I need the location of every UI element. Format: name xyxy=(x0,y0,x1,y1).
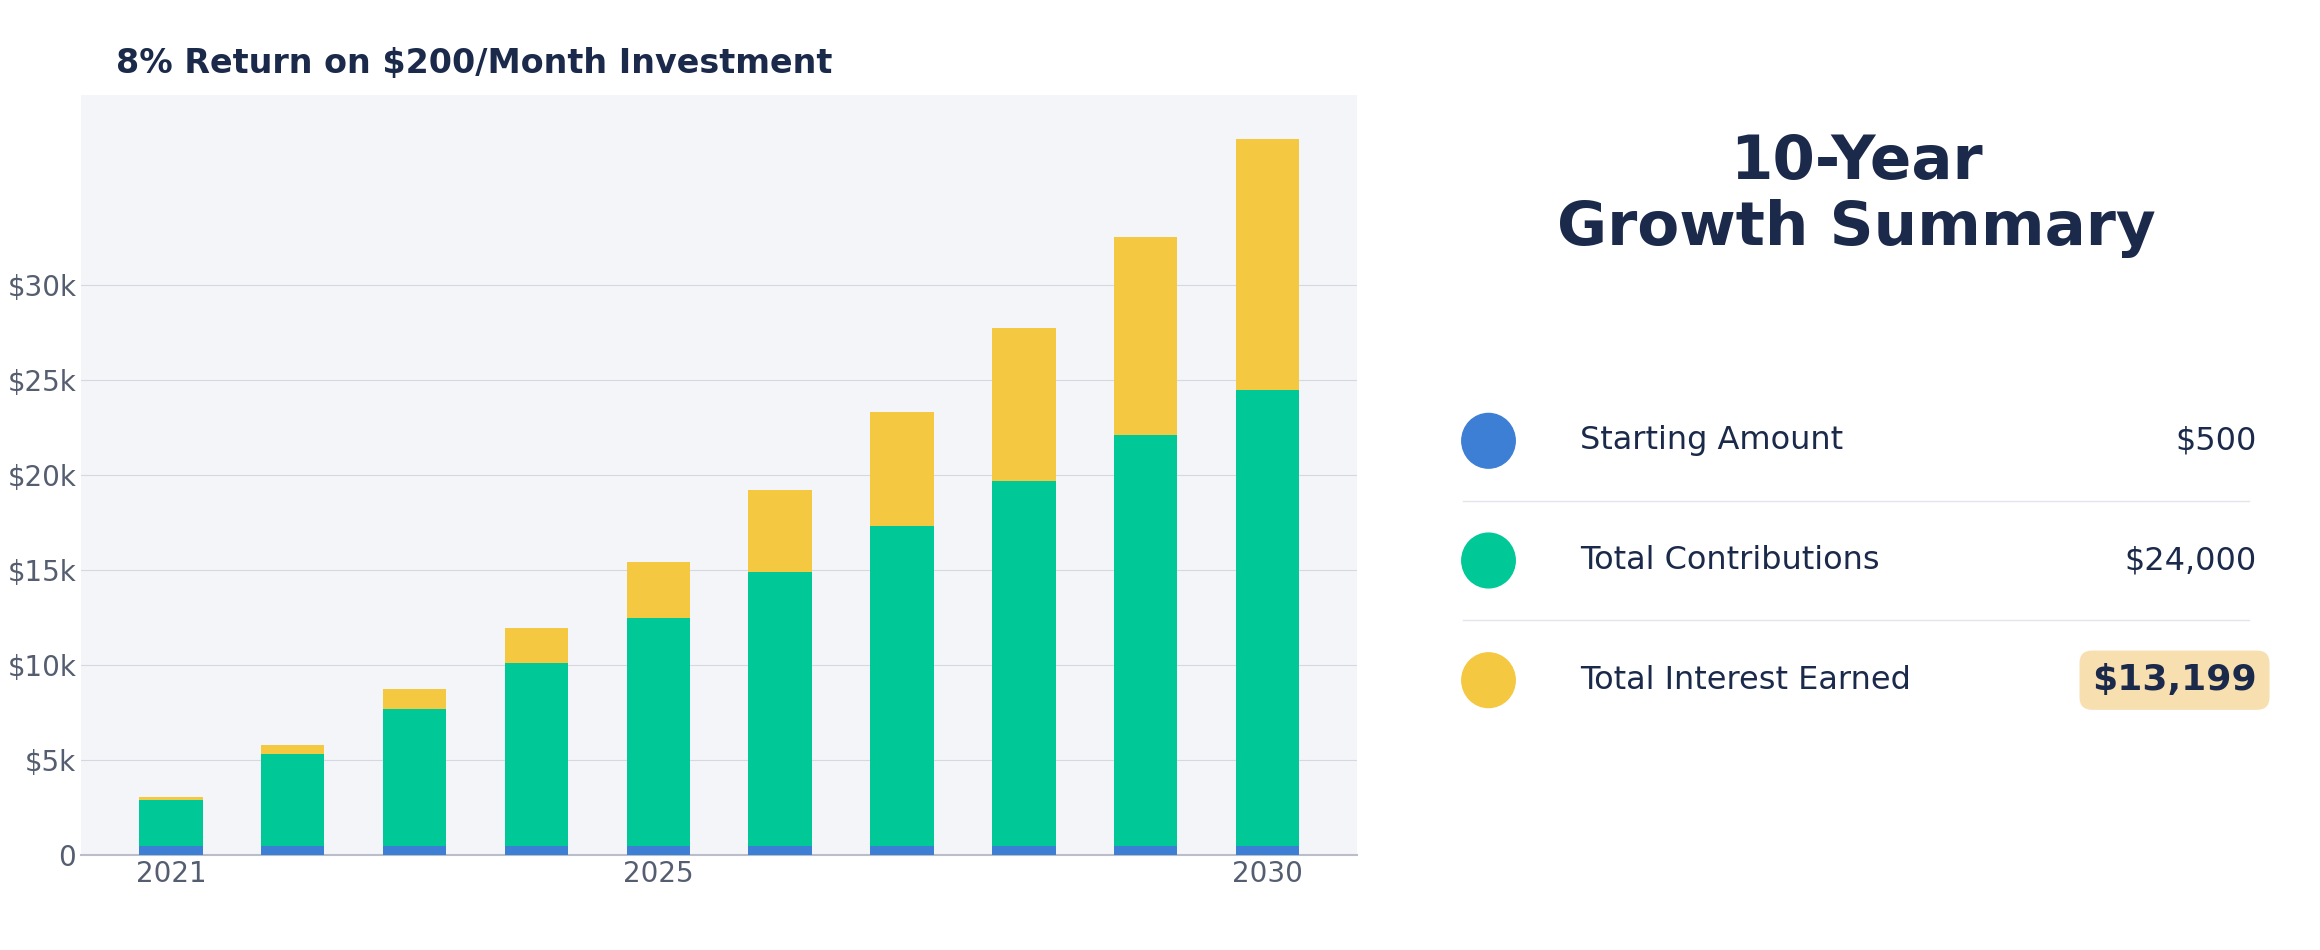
Bar xyxy=(506,663,568,846)
Bar xyxy=(626,846,689,855)
Bar xyxy=(383,709,445,846)
Text: Starting Amount: Starting Amount xyxy=(1580,426,1844,456)
Text: 8% Return on $200/Month Investment: 8% Return on $200/Month Investment xyxy=(116,48,833,81)
Text: Total Contributions: Total Contributions xyxy=(1580,545,1879,576)
Bar xyxy=(993,329,1056,481)
Bar xyxy=(870,526,933,846)
Text: $500: $500 xyxy=(2176,426,2257,456)
Bar xyxy=(1114,435,1176,846)
Circle shape xyxy=(1462,413,1515,468)
Bar xyxy=(383,846,445,855)
Bar xyxy=(506,628,568,663)
Bar xyxy=(870,412,933,526)
Bar xyxy=(262,746,325,754)
Circle shape xyxy=(1462,653,1515,708)
Bar xyxy=(870,846,933,855)
Bar xyxy=(262,754,325,846)
Bar xyxy=(262,846,325,855)
Bar xyxy=(749,572,812,846)
Circle shape xyxy=(1462,533,1515,588)
Bar xyxy=(1237,139,1299,390)
Bar xyxy=(626,561,689,618)
Bar xyxy=(383,689,445,709)
Bar xyxy=(626,618,689,846)
Bar xyxy=(1237,846,1299,855)
Text: $24,000: $24,000 xyxy=(2125,545,2257,576)
Bar xyxy=(993,846,1056,855)
Bar xyxy=(139,797,202,800)
Bar xyxy=(139,800,202,846)
Text: $13,199: $13,199 xyxy=(2093,663,2257,697)
Bar xyxy=(993,481,1056,846)
Bar xyxy=(1237,390,1299,846)
Bar xyxy=(506,846,568,855)
Bar xyxy=(1114,238,1176,435)
Text: Total Interest Earned: Total Interest Earned xyxy=(1580,665,1912,695)
Text: 10-Year
Growth Summary: 10-Year Growth Summary xyxy=(1557,133,2155,257)
Bar xyxy=(1114,846,1176,855)
Bar xyxy=(139,846,202,855)
Bar xyxy=(749,846,812,855)
Bar xyxy=(749,490,812,572)
